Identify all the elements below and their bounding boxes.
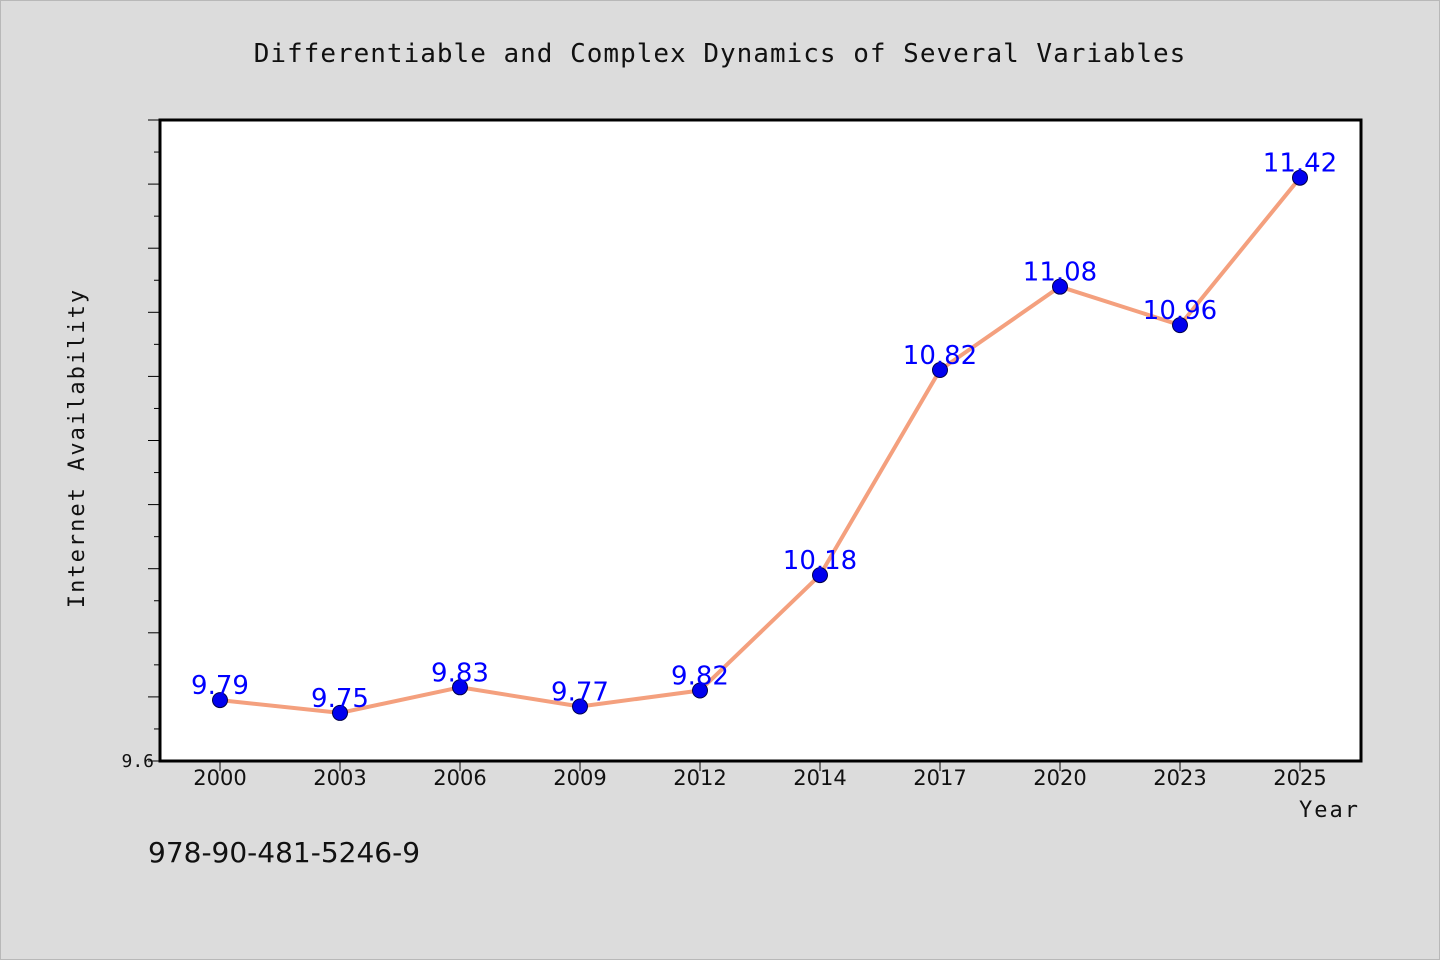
data-point [572,698,588,715]
data-label: 10.18 [783,546,857,576]
data-point [932,361,948,378]
data-point [452,679,468,696]
x-tick-label: 2012 [673,766,726,790]
data-label: 10.82 [903,341,977,371]
data-label: 11.08 [1023,258,1097,288]
plot-area [158,118,1363,763]
data-point [692,682,708,699]
data-label: 9.83 [431,658,489,688]
data-point [1172,317,1188,334]
data-label: 11.42 [1263,149,1337,179]
x-tick-label: 2014 [793,766,846,790]
data-label: 9.79 [191,671,249,701]
data-label: 9.82 [671,661,729,691]
data-label: 9.77 [551,678,609,708]
data-point [332,704,348,721]
data-point [1052,278,1068,295]
data-point [1292,169,1308,186]
data-labels-group: 9.79 9.75 9.83 9.77 9.82 10.18 10.82 11.08 10.96… [191,149,1337,714]
data-point [812,567,828,584]
chart-title: Differentiable and Complex Dynamics of S… [254,39,1187,69]
x-tick-label: 2000 [193,766,246,790]
x-axis-ticks: 2000 2003 2006 2009 2012 2014 2017 2020 2023 2025 [193,761,1327,790]
x-tick-label: 2017 [913,766,966,790]
y-axis-title: Internet Availability [65,288,90,608]
x-tick-label: 2009 [553,766,606,790]
isbn-text: 978-90-481-5246-9 [148,836,420,869]
y-tick-label: 9.6 [121,751,154,772]
x-tick-label: 2006 [433,766,486,790]
x-tick-label: 2023 [1153,766,1206,790]
series-line [219,176,1302,715]
x-axis-title: Year [1299,798,1360,823]
series-line-group [212,169,1308,721]
y-axis-ticks: 9.6 [121,119,160,772]
x-tick-label: 2020 [1033,766,1086,790]
x-tick-label: 2003 [313,766,366,790]
data-point [212,692,228,709]
x-tick-label: 2025 [1273,766,1326,790]
data-label: 9.75 [311,684,369,714]
data-label: 10.96 [1143,296,1217,326]
